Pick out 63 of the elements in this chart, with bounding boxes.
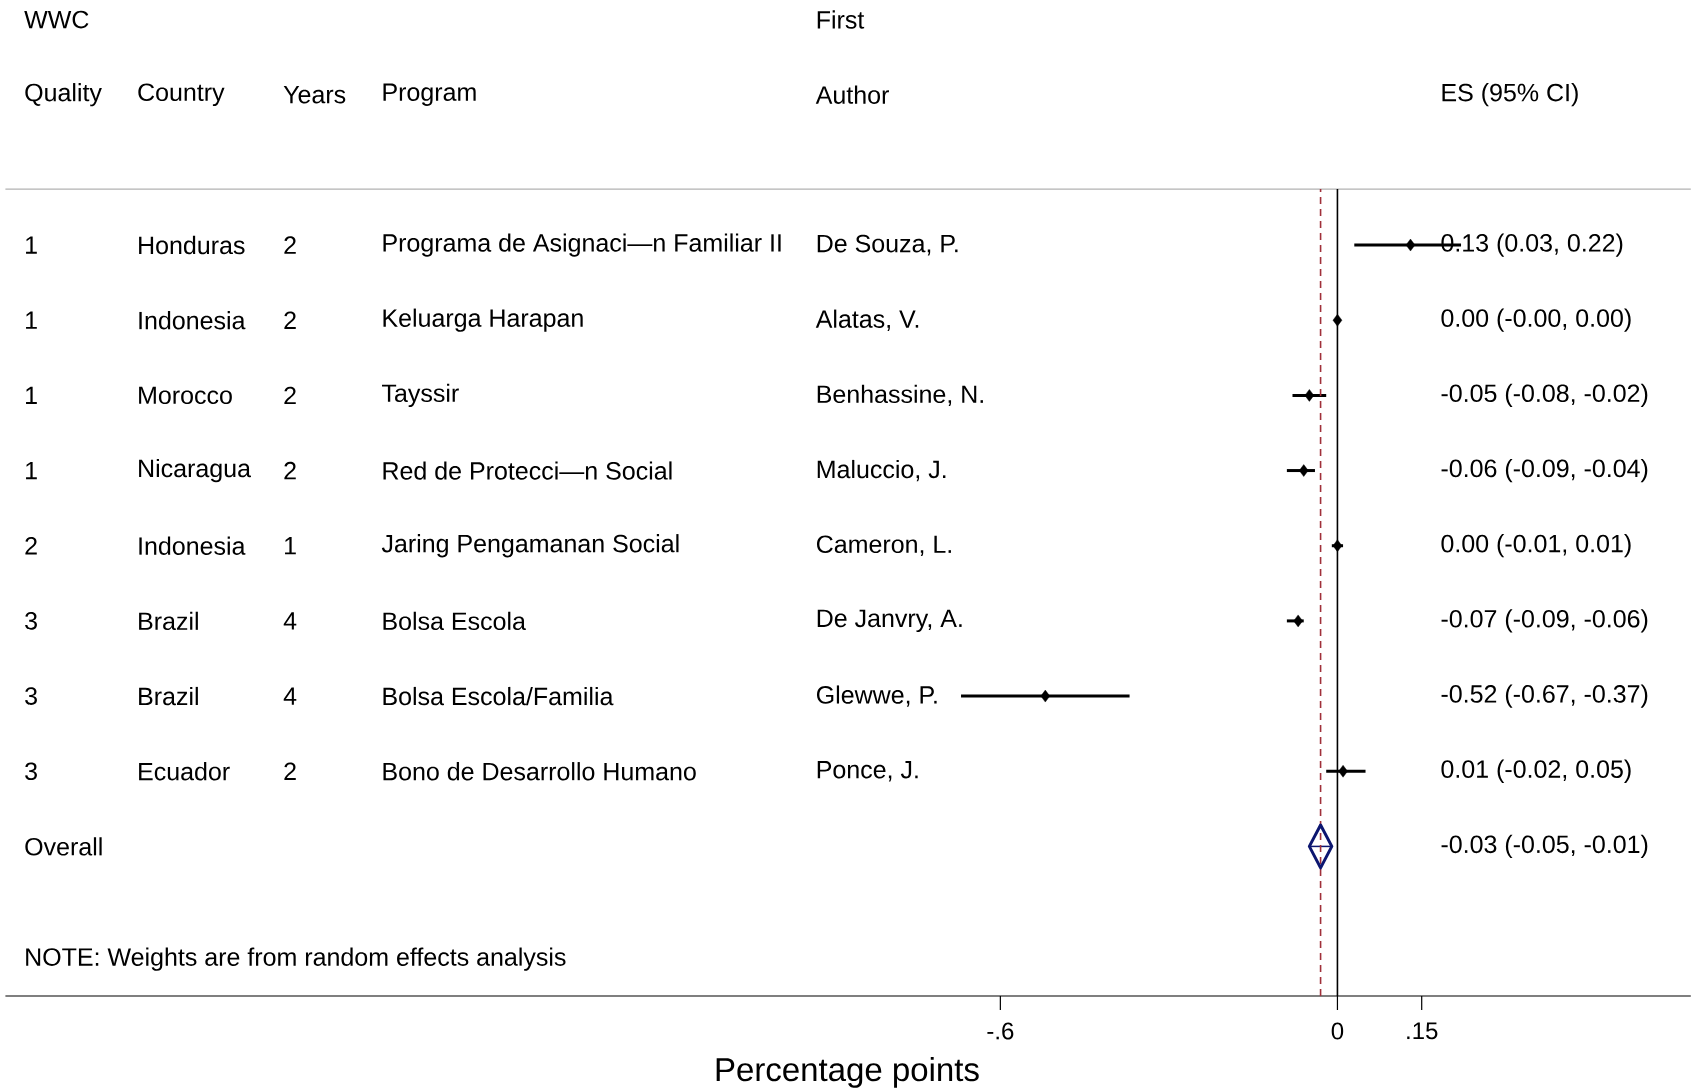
text: Author [815, 85, 889, 104]
annotation: 1 [285, 537, 296, 555]
annotation: 2 [25, 537, 37, 555]
text: Country [138, 83, 225, 107]
annotation: 2 [284, 762, 296, 780]
annotation: 2 [284, 236, 296, 254]
text: NOTE: Weights are from random effects analysis [26, 947, 566, 971]
annotation: 4 [283, 612, 297, 630]
annotation: Ecuador [139, 762, 230, 781]
annotation: 2 [284, 311, 296, 329]
y-tick-label: Benhassine, N. [817, 384, 983, 407]
annotation: Indonesia [139, 536, 246, 555]
annotation: Nicaragua [139, 458, 251, 483]
annotation: Honduras [139, 235, 245, 255]
annotation: 3 [25, 612, 37, 630]
annotation: -0.52 (-0.67, -0.37) [1441, 684, 1648, 708]
annotation: Bono de Desarrollo Humano [383, 762, 696, 781]
x-tick-label: 0 [1331, 1022, 1344, 1040]
x-axis-title: Percentage points [716, 1057, 979, 1088]
annotation: -0.06 (-0.09, -0.04) [1441, 458, 1648, 483]
annotation: 3 [25, 687, 37, 705]
y-tick-label: Cameron, L. [816, 535, 951, 557]
annotation: 0.00 (-0.00, 0.00) [1441, 308, 1631, 332]
annotation: Jaring Pengamanan Social [381, 534, 679, 558]
annotation: -0.05 (-0.08, -0.02) [1441, 383, 1648, 408]
annotation: 2 [284, 461, 296, 480]
annotation: 4 [283, 687, 297, 705]
text: WWC [24, 10, 89, 29]
y-tick-label: Maluccio, J. [817, 459, 946, 482]
annotation: -0.03 (-0.05, -0.01) [1441, 834, 1648, 859]
y-tick-label: Alatas, V. [815, 309, 919, 331]
annotation: Bolsa Escola [383, 611, 526, 631]
annotation: Red de Protecci—n Social [383, 461, 672, 480]
annotation: 1 [26, 386, 37, 404]
text: Overall [25, 837, 102, 856]
annotation: 0.13 (0.03, 0.22) [1441, 233, 1623, 257]
annotation: -0.07 (-0.09, -0.06) [1441, 609, 1648, 633]
annotation: Indonesia [139, 311, 246, 330]
annotation: 0.01 (-0.02, 0.05) [1441, 759, 1631, 783]
y-tick-label: Glewwe, P. [816, 685, 937, 707]
annotation: 1 [26, 236, 37, 254]
annotation: 2 [284, 386, 296, 405]
annotation: Keluarga Harapan [383, 308, 583, 332]
x-tick-label: -.6 [987, 1022, 1014, 1040]
annotation: 1 [26, 461, 37, 480]
annotation: 0.00 (-0.01, 0.01) [1441, 534, 1631, 558]
annotation: Brazil [139, 611, 198, 631]
annotation: 3 [25, 762, 37, 781]
text: Quality [25, 83, 102, 107]
annotation: Tayssir [382, 383, 459, 408]
y-tick-label: De Janvry, A. [817, 609, 962, 633]
annotation: Programa de Asignaci—n Familiar II [383, 233, 781, 257]
annotation: Brazil [139, 686, 198, 706]
y-tick-label: Ponce, J. [817, 761, 918, 782]
text: ES (95% CI) [1442, 83, 1578, 107]
annotation: Morocco [139, 386, 232, 405]
x-tick-label: .15 [1407, 1022, 1438, 1040]
text: First [817, 10, 865, 29]
text: Years [283, 85, 346, 104]
annotation: 1 [26, 311, 37, 329]
annotation: Bolsa Escola/Familia [383, 686, 614, 706]
text: Program [383, 83, 476, 106]
y-tick-label: De Souza, P. [817, 234, 958, 256]
